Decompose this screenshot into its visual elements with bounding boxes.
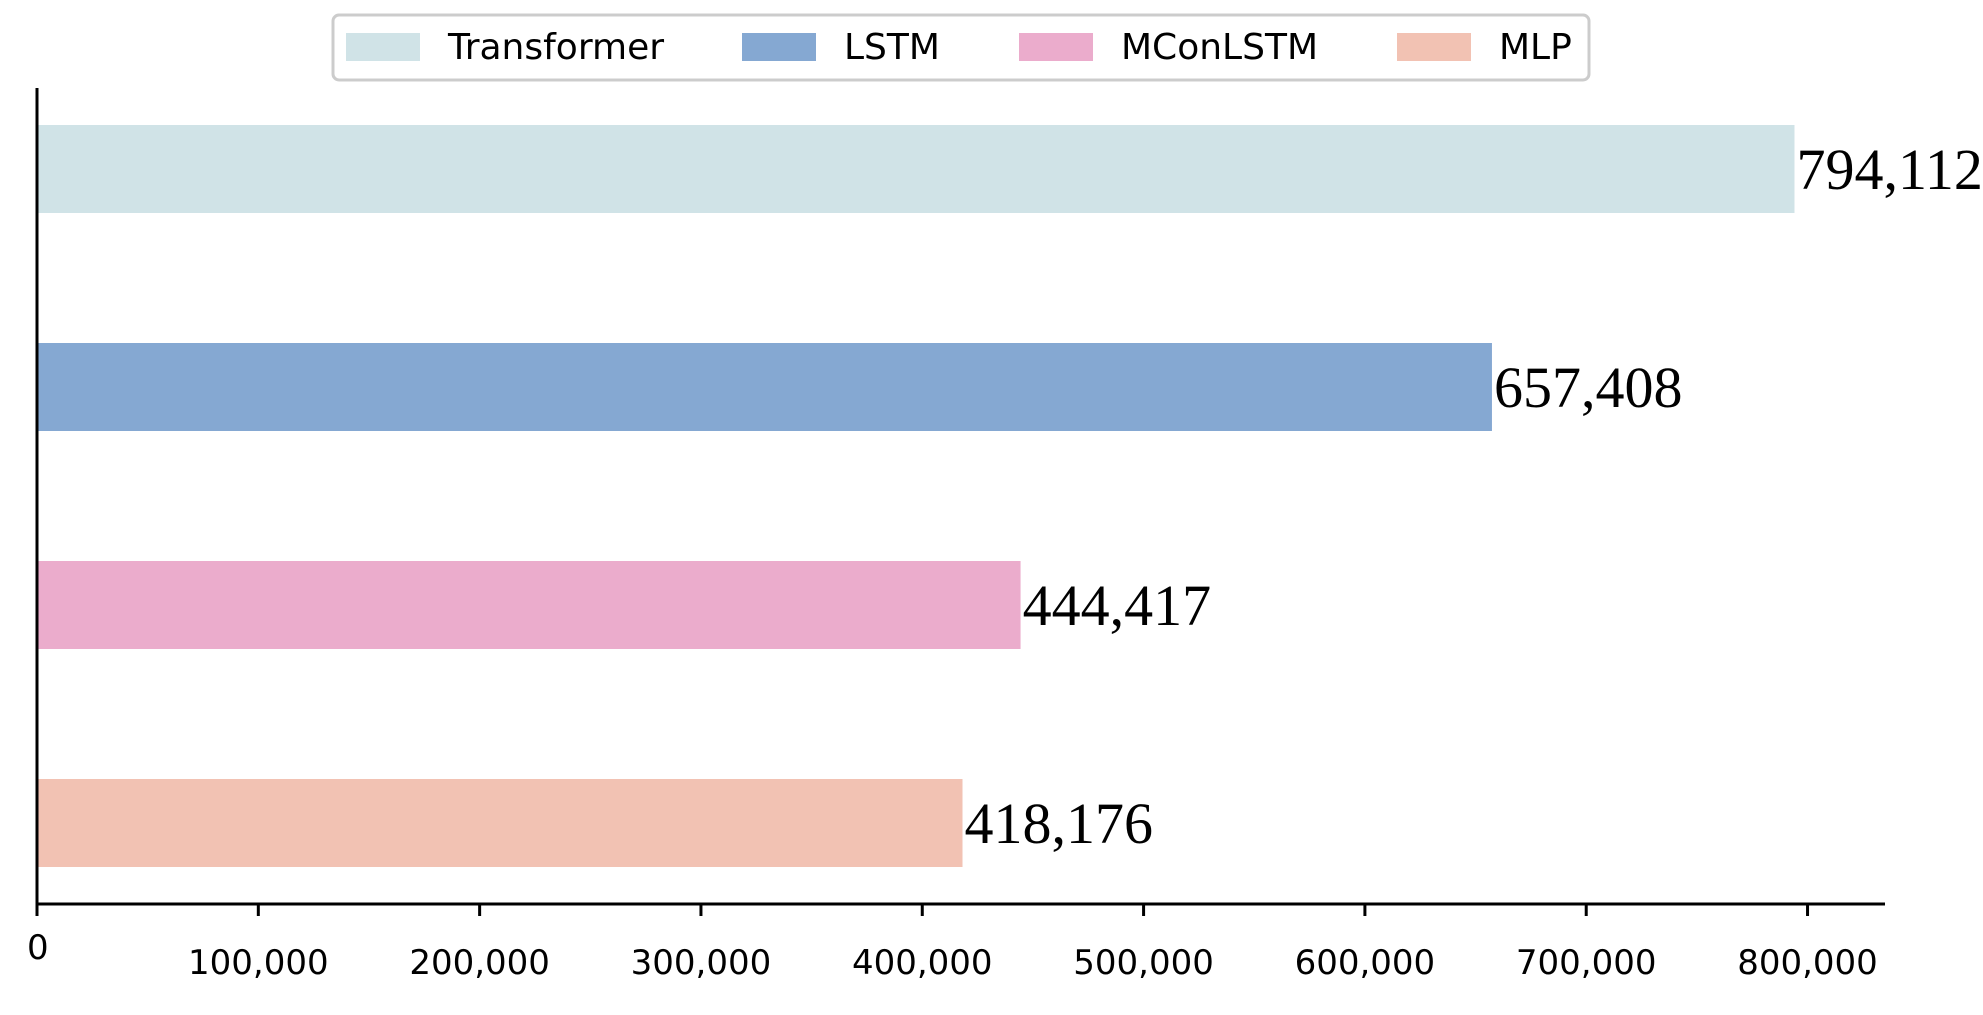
x-tick-label: 200,000 <box>409 943 550 983</box>
legend-swatch-lstm <box>742 33 816 61</box>
bars <box>38 125 1795 867</box>
bar-mlp <box>38 779 963 867</box>
legend-swatch-mconlstm <box>1019 33 1093 61</box>
legend-label-lstm: LSTM <box>844 27 940 68</box>
value-labels: 794,112 657,408 444,417 418,176 <box>964 137 1982 856</box>
legend-swatch-mlp <box>1397 33 1471 61</box>
legend-swatch-transformer <box>346 33 420 61</box>
value-label-mconlstm: 444,417 <box>1023 573 1212 638</box>
value-label-transformer: 794,112 <box>1797 137 1983 202</box>
x-tick-label: 0 <box>27 928 49 968</box>
x-tick-label: 600,000 <box>1295 943 1436 983</box>
bar-mconlstm <box>38 561 1021 649</box>
x-tick-label: 700,000 <box>1516 943 1657 983</box>
x-tick-label: 400,000 <box>852 943 993 983</box>
legend-label-transformer: Transformer <box>447 27 664 68</box>
x-tick-label: 300,000 <box>631 943 772 983</box>
x-tick-label: 500,000 <box>1073 943 1214 983</box>
bar-transformer <box>38 125 1795 213</box>
x-ticks: 0 100,000 200,000 300,000 400,000 500,000 600,… <box>27 904 1878 983</box>
x-tick-label: 800,000 <box>1737 943 1878 983</box>
legend: Transformer LSTM MConLSTM MLP <box>331 13 1591 82</box>
value-label-lstm: 657,408 <box>1494 355 1683 420</box>
legend-frame <box>331 13 1591 82</box>
value-label-mlp: 418,176 <box>964 791 1153 856</box>
legend-label-mlp: MLP <box>1499 27 1572 68</box>
axes <box>35 88 1885 906</box>
x-tick-label: 100,000 <box>188 943 329 983</box>
legend-label-mconlstm: MConLSTM <box>1121 27 1318 68</box>
bar-lstm <box>38 343 1492 431</box>
